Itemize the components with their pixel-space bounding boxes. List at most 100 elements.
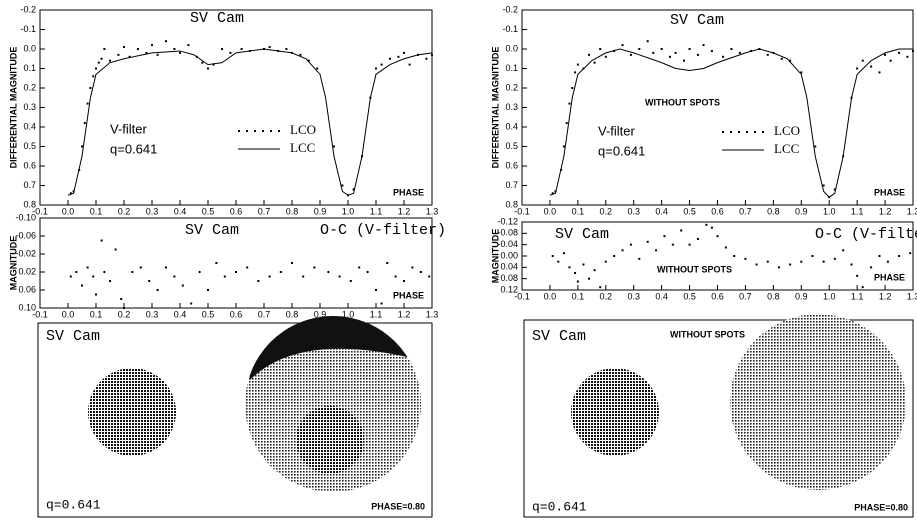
x-tick-label: 0.6 (711, 206, 724, 216)
data-point (861, 59, 864, 62)
data-point (145, 51, 148, 54)
x-tick-label: 0.3 (146, 206, 159, 216)
data-point (850, 263, 853, 266)
data-point (349, 280, 352, 282)
data-point (103, 271, 106, 273)
y-tick-label: -0.2 (502, 4, 518, 14)
data-point (338, 275, 341, 278)
data-point (870, 65, 873, 68)
data-point (680, 229, 683, 232)
data-point (716, 235, 719, 238)
y-tick-label: 0.08 (500, 273, 518, 283)
x-tick-label: 0.9 (795, 206, 808, 216)
data-point (173, 275, 176, 278)
data-point (660, 48, 663, 50)
chart-note: WITHOUT SPOTS (645, 97, 720, 107)
x-tick-label: 0.3 (146, 309, 159, 319)
data-point (375, 67, 377, 70)
data-point (655, 249, 658, 252)
data-point (593, 269, 596, 272)
data-point (724, 246, 727, 249)
model-panel: SV Cam q=0.641 PHASE=0.80 (37, 316, 433, 518)
data-point (268, 275, 271, 278)
data-point (148, 280, 151, 282)
data-point (571, 87, 574, 89)
q-label: q=0.641 (532, 499, 587, 514)
annotation: V-filter (110, 121, 148, 136)
data-point (886, 260, 889, 263)
y-tick-label: 0.3 (23, 102, 36, 112)
y-tick-label: 0.00 (500, 250, 518, 260)
x-tick-label: -0.1 (32, 309, 48, 319)
data-point (814, 145, 817, 148)
data-point (861, 286, 864, 289)
data-point (139, 266, 142, 269)
data-point (856, 274, 859, 277)
data-point (285, 48, 288, 50)
data-point (380, 302, 383, 305)
model-title: SV Cam (532, 328, 586, 345)
x-tick-label: 0.3 (627, 291, 640, 301)
x-tick-label: 1.1 (370, 206, 383, 216)
data-point (562, 252, 565, 255)
data-point (327, 271, 330, 273)
data-point (898, 51, 901, 54)
data-point (682, 59, 685, 62)
data-point (733, 255, 736, 257)
x-tick-label: 0.4 (174, 309, 187, 319)
data-point (215, 262, 218, 264)
data-point (137, 48, 139, 50)
x-tick-label: 0.4 (655, 291, 668, 301)
phase-label: PHASE=0.80 (371, 501, 425, 511)
x-tick-label: 0.2 (600, 206, 613, 216)
data-point (307, 59, 310, 62)
data-point (811, 255, 814, 257)
data-point (299, 53, 302, 56)
legend-swatch (722, 131, 724, 133)
y-tick-label: -0.02 (15, 248, 36, 258)
x-tick-label: 0.9 (314, 309, 327, 319)
data-point (912, 49, 914, 52)
x-tick-label: 0.8 (767, 206, 780, 216)
x-tick-label: 1.0 (823, 291, 836, 301)
x-tick-label: 0.5 (202, 309, 215, 319)
x-tick-label: 0.6 (711, 291, 724, 301)
data-point (291, 262, 293, 264)
data-point (822, 260, 825, 263)
data-point (722, 55, 725, 58)
legend-swatch (738, 131, 740, 133)
data-point (629, 53, 632, 56)
y-tick-label: 0.0 (23, 43, 36, 53)
plot-frame (39, 9, 433, 206)
x-tick-label: 0.6 (230, 206, 243, 216)
x-tick-label: 1.2 (398, 206, 411, 216)
x-tick-label: 0.7 (739, 206, 752, 216)
data-point (95, 293, 97, 296)
data-point (81, 284, 83, 287)
x-tick-label: -0.1 (32, 206, 48, 216)
model-panel: SV Cam WITHOUT SPOTS q=0.641 PHASE=0.80 (523, 314, 914, 518)
data-point (246, 266, 249, 269)
x-tick-label: 0.1 (90, 206, 103, 216)
chart-subtitle: O-C (V-filter) (320, 222, 446, 239)
data-point (906, 55, 909, 58)
data-point (652, 51, 655, 54)
data-point (389, 57, 391, 60)
data-point (198, 271, 201, 273)
data-point (789, 59, 792, 62)
data-point (688, 243, 691, 246)
y-axis-label: DIFFERENTIAL MAGNITUDE (490, 47, 500, 169)
data-point (165, 266, 167, 269)
data-point (588, 277, 591, 280)
chart-note: WITHOUT SPOTS (657, 264, 732, 274)
data-point (341, 184, 344, 187)
data-point (83, 122, 86, 125)
panel-frame (37, 322, 433, 518)
data-point (100, 239, 103, 242)
data-point (705, 223, 708, 226)
data-point (257, 280, 260, 282)
data-point (123, 46, 125, 49)
annotation: q=0.641 (110, 141, 157, 156)
data-point (92, 75, 95, 78)
data-point (604, 260, 607, 263)
